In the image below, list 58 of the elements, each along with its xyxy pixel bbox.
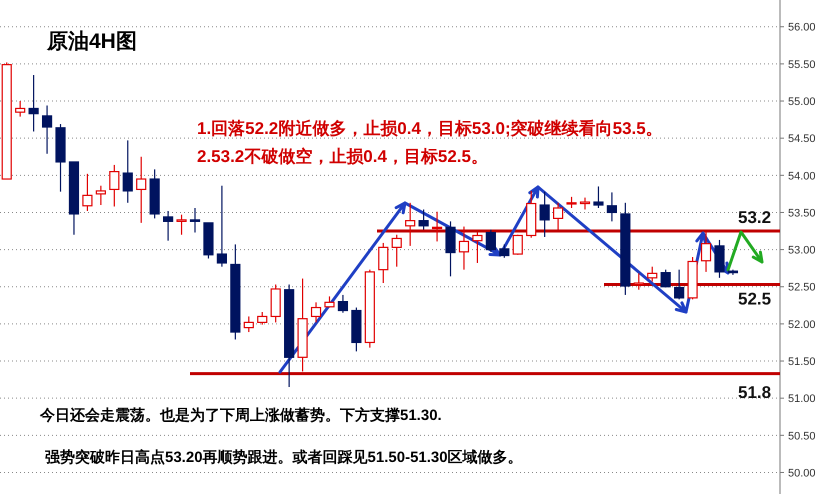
annotation: 1.回落52.2附近做多，止损0.4，目标53.0;突破继续看向53.5。 bbox=[197, 119, 663, 138]
annotation: 今日还会走震荡。也是为了下周上涨做蓄势。下方支撑51.30. bbox=[39, 406, 442, 424]
candlestick bbox=[647, 266, 658, 282]
candlestick bbox=[244, 316, 254, 333]
candlestick bbox=[338, 294, 348, 314]
candlestick bbox=[96, 185, 106, 206]
candlestick bbox=[163, 210, 174, 242]
candlestick bbox=[28, 74, 39, 132]
annotation: 51.8 bbox=[738, 383, 772, 402]
candlestick bbox=[432, 211, 442, 242]
candlestick bbox=[42, 104, 52, 154]
annotation: 2.53.2不破做空，止损0.4，目标52.5。 bbox=[197, 147, 488, 166]
y-tick-label: 51.50 bbox=[788, 356, 816, 368]
y-tick-label: 50.50 bbox=[788, 430, 816, 442]
candlestick bbox=[634, 272, 644, 290]
candlestick bbox=[553, 202, 564, 230]
text: 原油4H图 bbox=[46, 30, 137, 53]
candlestick bbox=[674, 269, 684, 300]
y-tick-label: 50.00 bbox=[788, 467, 816, 480]
candlestick bbox=[566, 196, 577, 209]
y-tick-label: 53.50 bbox=[788, 207, 816, 220]
candlestick bbox=[486, 228, 496, 252]
candlestick bbox=[190, 207, 200, 234]
annotation: 强势突破昨日高点53.20再顺势跟进。或者回踩见51.50-51.30区域做多。 bbox=[45, 448, 523, 466]
candlestick bbox=[540, 191, 550, 238]
ref-line-label: 52.5 bbox=[738, 290, 772, 309]
ref-line-label: 53.2 bbox=[738, 208, 772, 228]
candlestick bbox=[310, 302, 322, 323]
candlestick bbox=[593, 186, 604, 209]
candlestick bbox=[216, 185, 227, 268]
candlestick bbox=[109, 164, 120, 208]
candlestick bbox=[136, 156, 146, 224]
candlestick bbox=[458, 226, 470, 270]
candlestick bbox=[512, 234, 523, 256]
y-tick-label: 52.50 bbox=[788, 282, 816, 294]
candlestick bbox=[15, 100, 26, 118]
candlestick bbox=[378, 242, 388, 284]
candlestick bbox=[418, 208, 429, 230]
y-tick-label: 54.50 bbox=[788, 133, 816, 146]
candlestick bbox=[606, 192, 617, 222]
candlestick bbox=[405, 202, 416, 246]
candlestick bbox=[660, 269, 671, 288]
y-tick-label: 52.00 bbox=[788, 318, 816, 331]
y-tick-label: 55.50 bbox=[788, 58, 816, 71]
y-tick-label: 54.00 bbox=[788, 170, 816, 182]
y-tick-label: 55.00 bbox=[788, 96, 816, 108]
candlestick bbox=[499, 244, 510, 258]
candlestick bbox=[580, 197, 590, 210]
candlestick bbox=[472, 232, 483, 264]
candlestick bbox=[257, 311, 268, 326]
y-tick-label: 53.00 bbox=[788, 244, 816, 257]
candlestick bbox=[392, 234, 402, 268]
candlestick bbox=[700, 231, 712, 272]
candlestick bbox=[82, 173, 93, 212]
candlestick bbox=[122, 140, 133, 204]
candlestick bbox=[176, 214, 187, 236]
y-tick-label: 56.00 bbox=[788, 22, 816, 34]
y-tick-label: 51.00 bbox=[788, 393, 816, 406]
